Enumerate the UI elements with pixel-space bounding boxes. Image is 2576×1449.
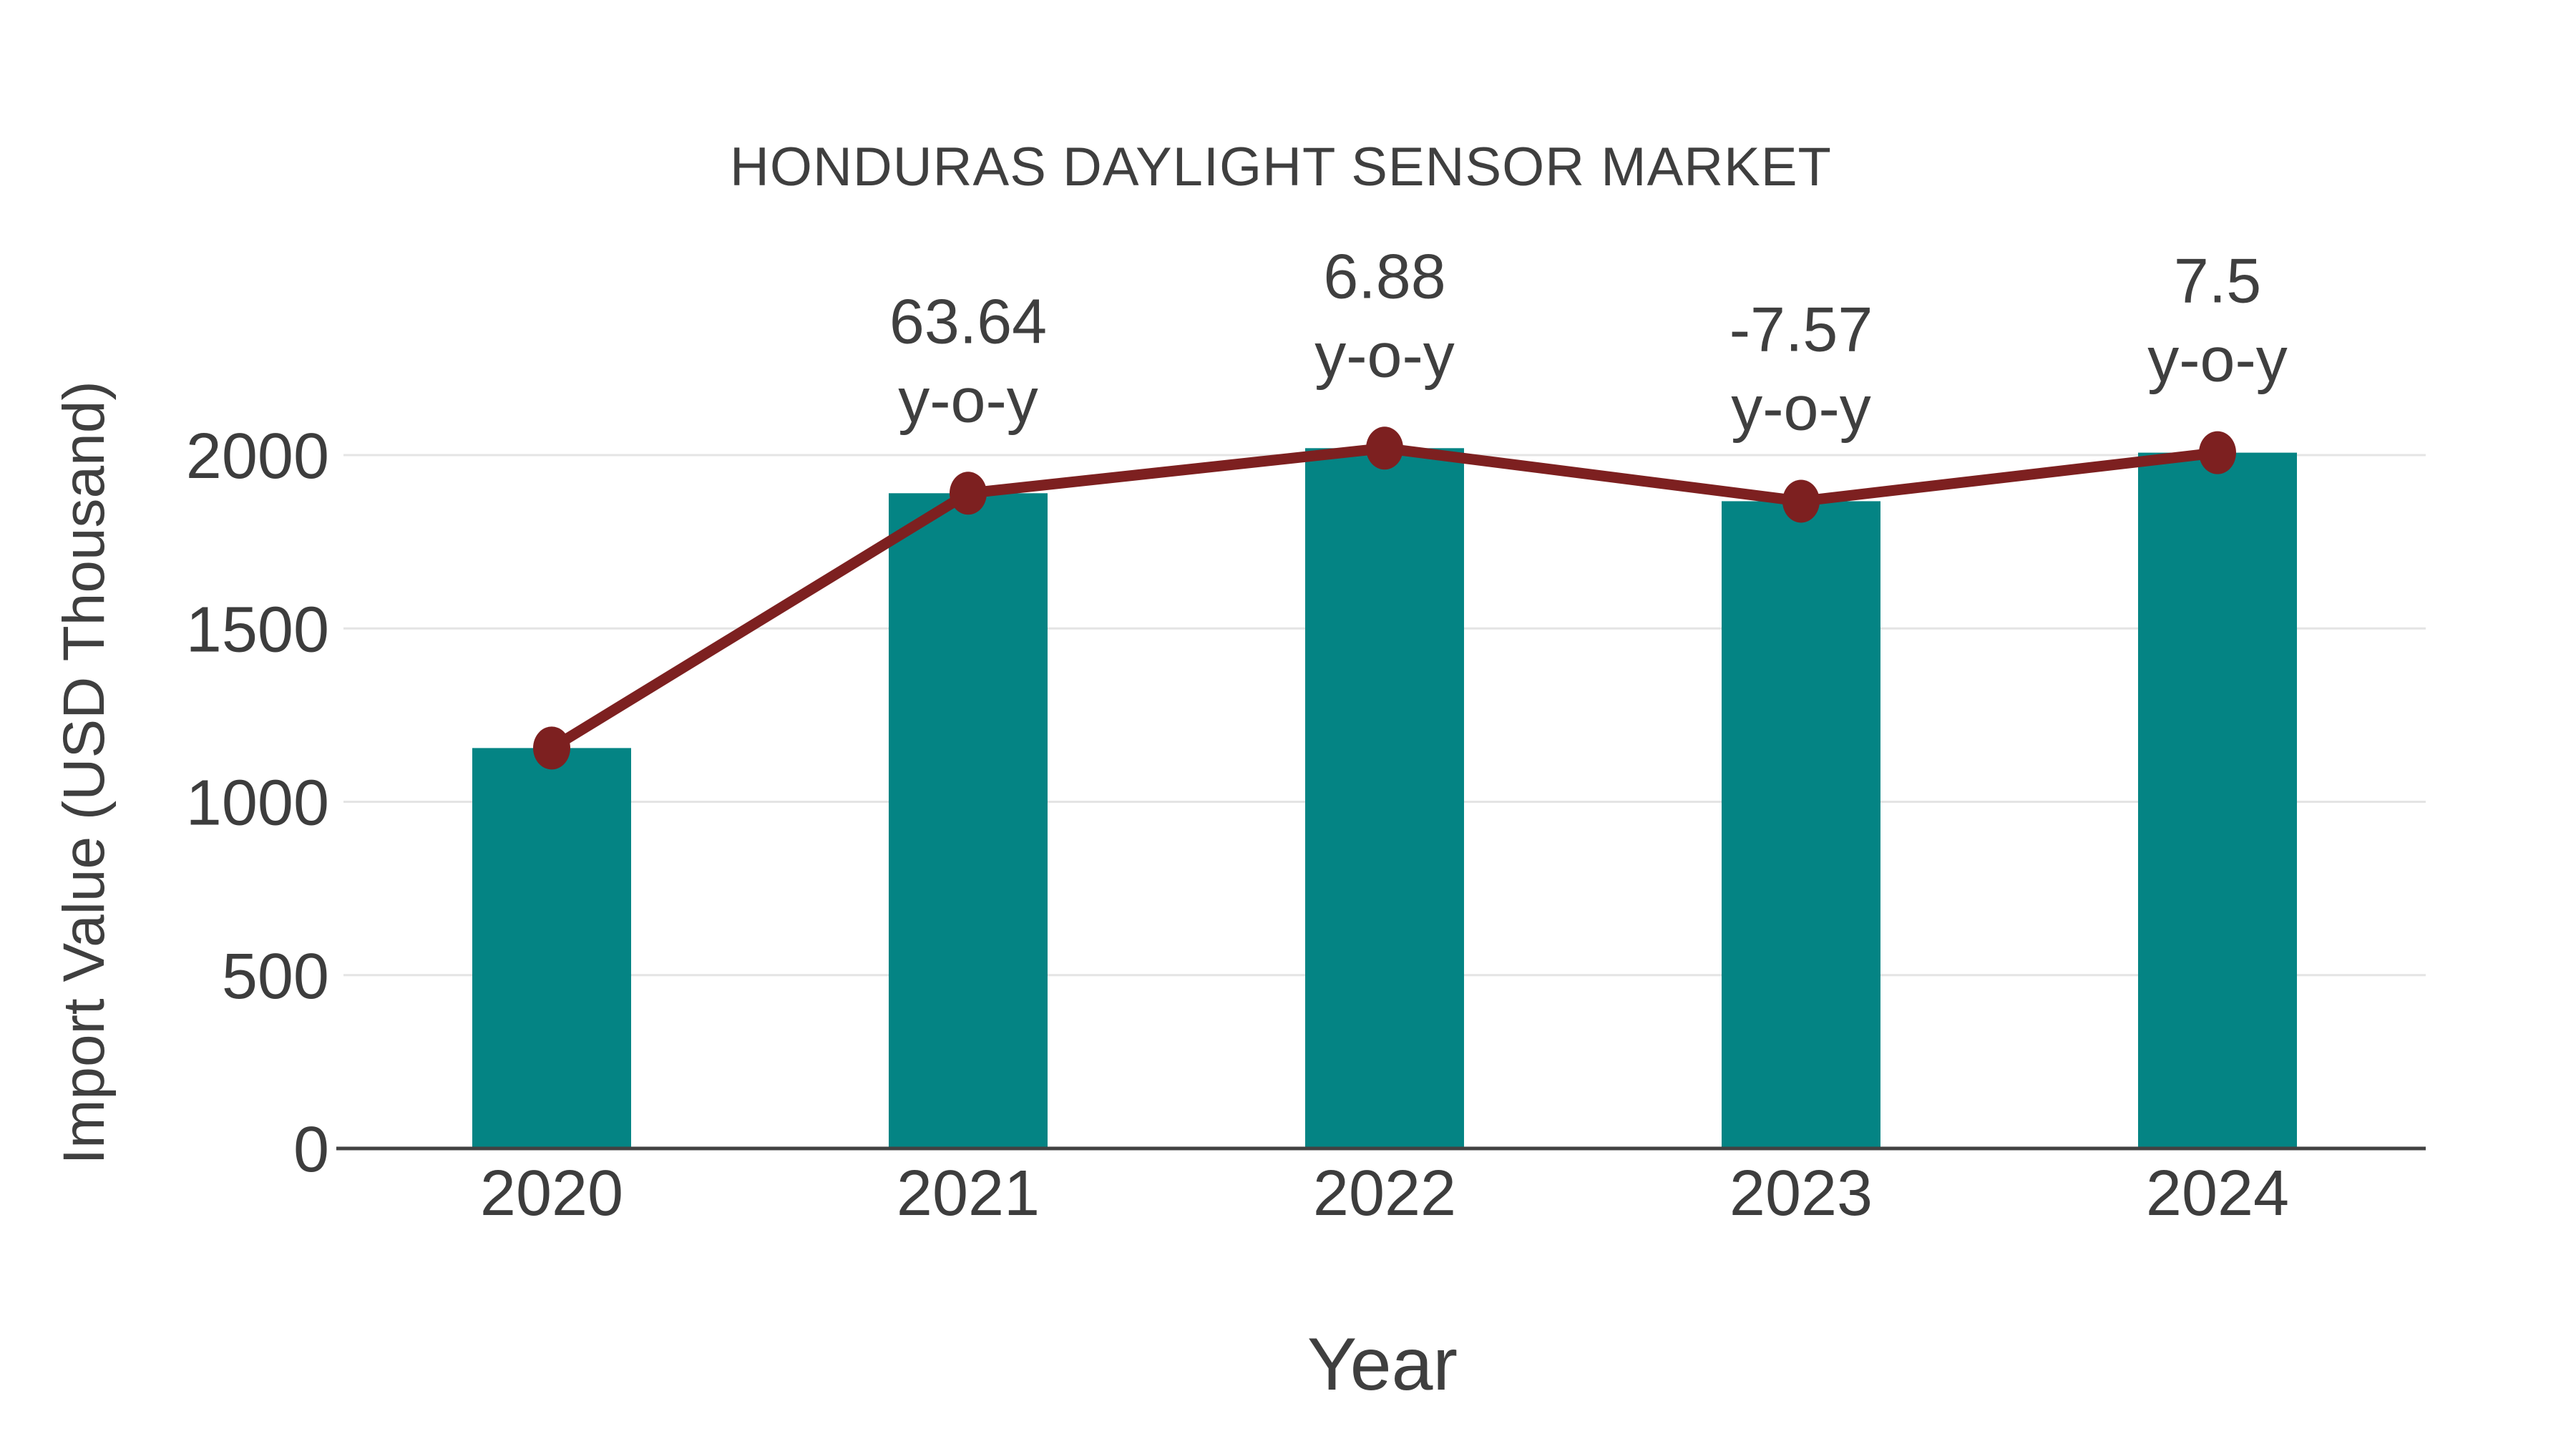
y-tick-label: 1500 (186, 594, 329, 665)
x-tick-label-2024: 2024 (2146, 1158, 2289, 1229)
line-marker-2021 (950, 472, 987, 515)
y-tick-label: 1000 (186, 768, 329, 839)
x-axis-title: Year (1307, 1323, 1458, 1406)
y-tick-label: 2000 (186, 421, 329, 492)
line-marker-2020 (533, 726, 570, 770)
annotation-suffix-2022: y-o-y (1314, 319, 1455, 390)
annotation-value-2024: 7.5 (2174, 245, 2261, 316)
annotation-value-2022: 6.88 (1323, 240, 1445, 311)
y-tick-label: 500 (222, 941, 329, 1013)
annotation-suffix-2021: y-o-y (898, 364, 1038, 435)
annotation-value-2023: -7.57 (1729, 293, 1873, 364)
annotation-value-2021: 63.64 (889, 286, 1047, 356)
y-axis-title: Import Value (USD Thousand) (52, 381, 117, 1164)
chart-title: HONDURAS DAYLIGHT SENSOR MARKET (730, 137, 1832, 197)
y-tick-label: 0 (293, 1114, 329, 1186)
x-tick-label-2022: 2022 (1313, 1158, 1456, 1229)
x-tick-label-2021: 2021 (897, 1158, 1040, 1229)
bar-2024 (2138, 452, 2297, 1148)
x-tick-label-2023: 2023 (1729, 1158, 1873, 1229)
bar-2023 (1722, 501, 1880, 1148)
annotation-suffix-2023: y-o-y (1731, 372, 1871, 443)
x-tick-label-2020: 2020 (480, 1158, 623, 1229)
bar-2021 (889, 493, 1048, 1148)
annotation-suffix-2024: y-o-y (2147, 324, 2288, 395)
line-marker-2023 (1782, 479, 1820, 523)
line-marker-2022 (1366, 426, 1403, 470)
bar-2022 (1305, 448, 1464, 1148)
bar-2020 (472, 748, 631, 1148)
line-marker-2024 (2199, 431, 2236, 474)
